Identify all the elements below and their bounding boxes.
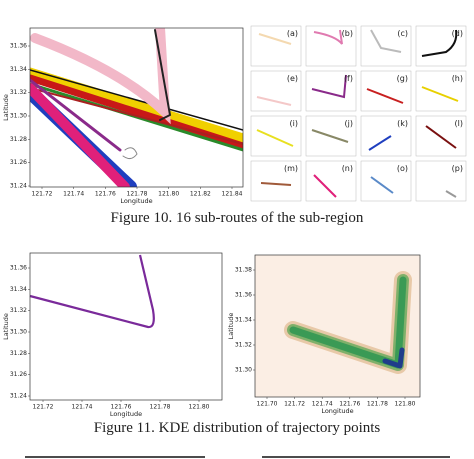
y-tick-label: 31.34: [235, 317, 252, 324]
trajectory-line: [29, 254, 155, 329]
caption: Figure 11. KDE distribution of trajector…: [94, 420, 381, 436]
x-tick-label: 121.78: [367, 401, 388, 408]
x-tick-label: 121.74: [63, 191, 84, 198]
axes: 31.24 31.26 31.28 31.30 31.32 31.34 31.36 121.7…: [2, 265, 416, 419]
x-tick-label: 121.76: [95, 191, 116, 198]
panel-label: (p): [452, 164, 463, 173]
panel-frame: [250, 70, 302, 112]
x-tick-label: 121.74: [72, 404, 93, 411]
axes-frame: [254, 254, 421, 398]
sub-route-line: [421, 29, 458, 57]
y-tick-label: 31.38: [235, 267, 252, 274]
y-tick-label: 31.24: [10, 393, 27, 400]
panel-label: (a): [287, 29, 298, 38]
panel-label: (k): [397, 119, 408, 128]
panel-frame: [360, 70, 412, 112]
panel-frame: [250, 115, 302, 157]
sub-route-line: [258, 33, 292, 45]
x-tick-label: 121.82: [190, 191, 211, 198]
sub-route-line: [370, 176, 394, 194]
y-tick-label: 31.32: [10, 89, 27, 96]
y-tick-label: 31.32: [235, 342, 252, 349]
y-axis-label: Latitude: [227, 313, 235, 340]
x-tick-label: 121.80: [189, 404, 210, 411]
panel-label: (n): [342, 164, 353, 173]
panel-label: (g): [397, 74, 408, 83]
sub-route-line: [256, 129, 294, 147]
x-axis-label: Longitude: [120, 197, 152, 205]
x-axis-label: Longitude: [110, 410, 142, 418]
y-tick-label: 31.30: [10, 113, 27, 120]
panel-frame: [250, 160, 302, 202]
x-tick-label: 121.80: [158, 191, 179, 198]
sub-route-line: [313, 174, 337, 198]
y-tick-label: 31.26: [10, 159, 27, 166]
y-tick-label: 31.24: [10, 183, 27, 190]
y-axis-label: Latitude: [2, 94, 10, 121]
panel-label: (i): [290, 119, 298, 128]
y-tick-label: 31.34: [10, 66, 27, 73]
panel-frame: [360, 25, 412, 67]
sub-route-line: [256, 96, 292, 106]
panel-frame: [360, 160, 412, 202]
x-tick-label: 121.78: [127, 191, 148, 198]
x-tick-label: 121.80: [395, 401, 416, 408]
axes: 31.24 31.26 31.28 31.30 31.32 31.34 31.36 121.7…: [2, 43, 243, 206]
sub-route-line: [425, 125, 457, 149]
x-tick-label: 121.76: [111, 404, 132, 411]
panel-frame: [250, 25, 302, 67]
panel-label: (f): [344, 74, 353, 83]
y-tick-label: 31.36: [235, 292, 252, 299]
x-tick-label: 121.76: [339, 401, 360, 408]
x-tick-label: 121.72: [284, 401, 305, 408]
caption: Figure 10. 16 sub-routes of the sub-regi…: [111, 210, 364, 226]
sub-route-line: [370, 29, 402, 53]
panel-frame: [305, 160, 357, 202]
panel-frame: [415, 160, 467, 202]
sub-route-line: [368, 135, 392, 151]
panel-frame: [415, 70, 467, 112]
sub-route-panels: (a) (b) (c) (d) (e) (f) (g) (h) (i) (j) (k) (l) (m) (…: [250, 25, 467, 202]
y-tick-label: 31.28: [10, 136, 27, 143]
panel-label: (h): [452, 74, 463, 83]
panel-label: (c): [397, 29, 408, 38]
sub-route-line: [260, 182, 292, 186]
x-tick-label: 121.72: [33, 404, 54, 411]
panel-frame: [305, 70, 357, 112]
panel-label: (d): [452, 29, 463, 38]
sub-route-line: [313, 29, 343, 45]
panel-label: (e): [287, 74, 298, 83]
panel-label: (m): [284, 164, 298, 173]
y-tick-label: 31.28: [10, 350, 27, 357]
y-tick-label: 31.26: [10, 371, 27, 378]
x-tick-label: 121.78: [150, 404, 171, 411]
kde-density: [284, 271, 412, 374]
panel-frame: [415, 25, 467, 67]
axes-frame: [29, 252, 223, 401]
x-tick-label: 121.74: [312, 401, 333, 408]
y-tick-label: 31.36: [10, 43, 27, 50]
y-tick-label: 31.34: [10, 286, 27, 293]
x-tick-label: 121.72: [32, 191, 53, 198]
sub-route-line: [366, 88, 404, 104]
x-tick-label: 121.84: [222, 191, 243, 198]
panel-label: (o): [397, 164, 408, 173]
sub-route-line: [445, 190, 457, 198]
y-tick-label: 31.32: [10, 307, 27, 314]
panel-label: (j): [345, 119, 353, 128]
y-tick-label: 31.36: [10, 265, 27, 272]
y-axis-label: Latitude: [2, 313, 10, 340]
panel-label: (l): [455, 119, 463, 128]
x-axis-label: Longitude: [321, 407, 353, 415]
sub-route-line: [311, 74, 347, 99]
sub-route-line: [311, 129, 349, 143]
panel-label: (b): [342, 29, 353, 38]
y-tick-label: 31.30: [235, 367, 252, 374]
x-tick-label: 121.70: [257, 401, 278, 408]
sub-route-line: [421, 86, 459, 102]
trajectory-plot: [30, 28, 243, 187]
y-tick-label: 31.30: [10, 329, 27, 336]
axes-frame: [29, 27, 244, 188]
